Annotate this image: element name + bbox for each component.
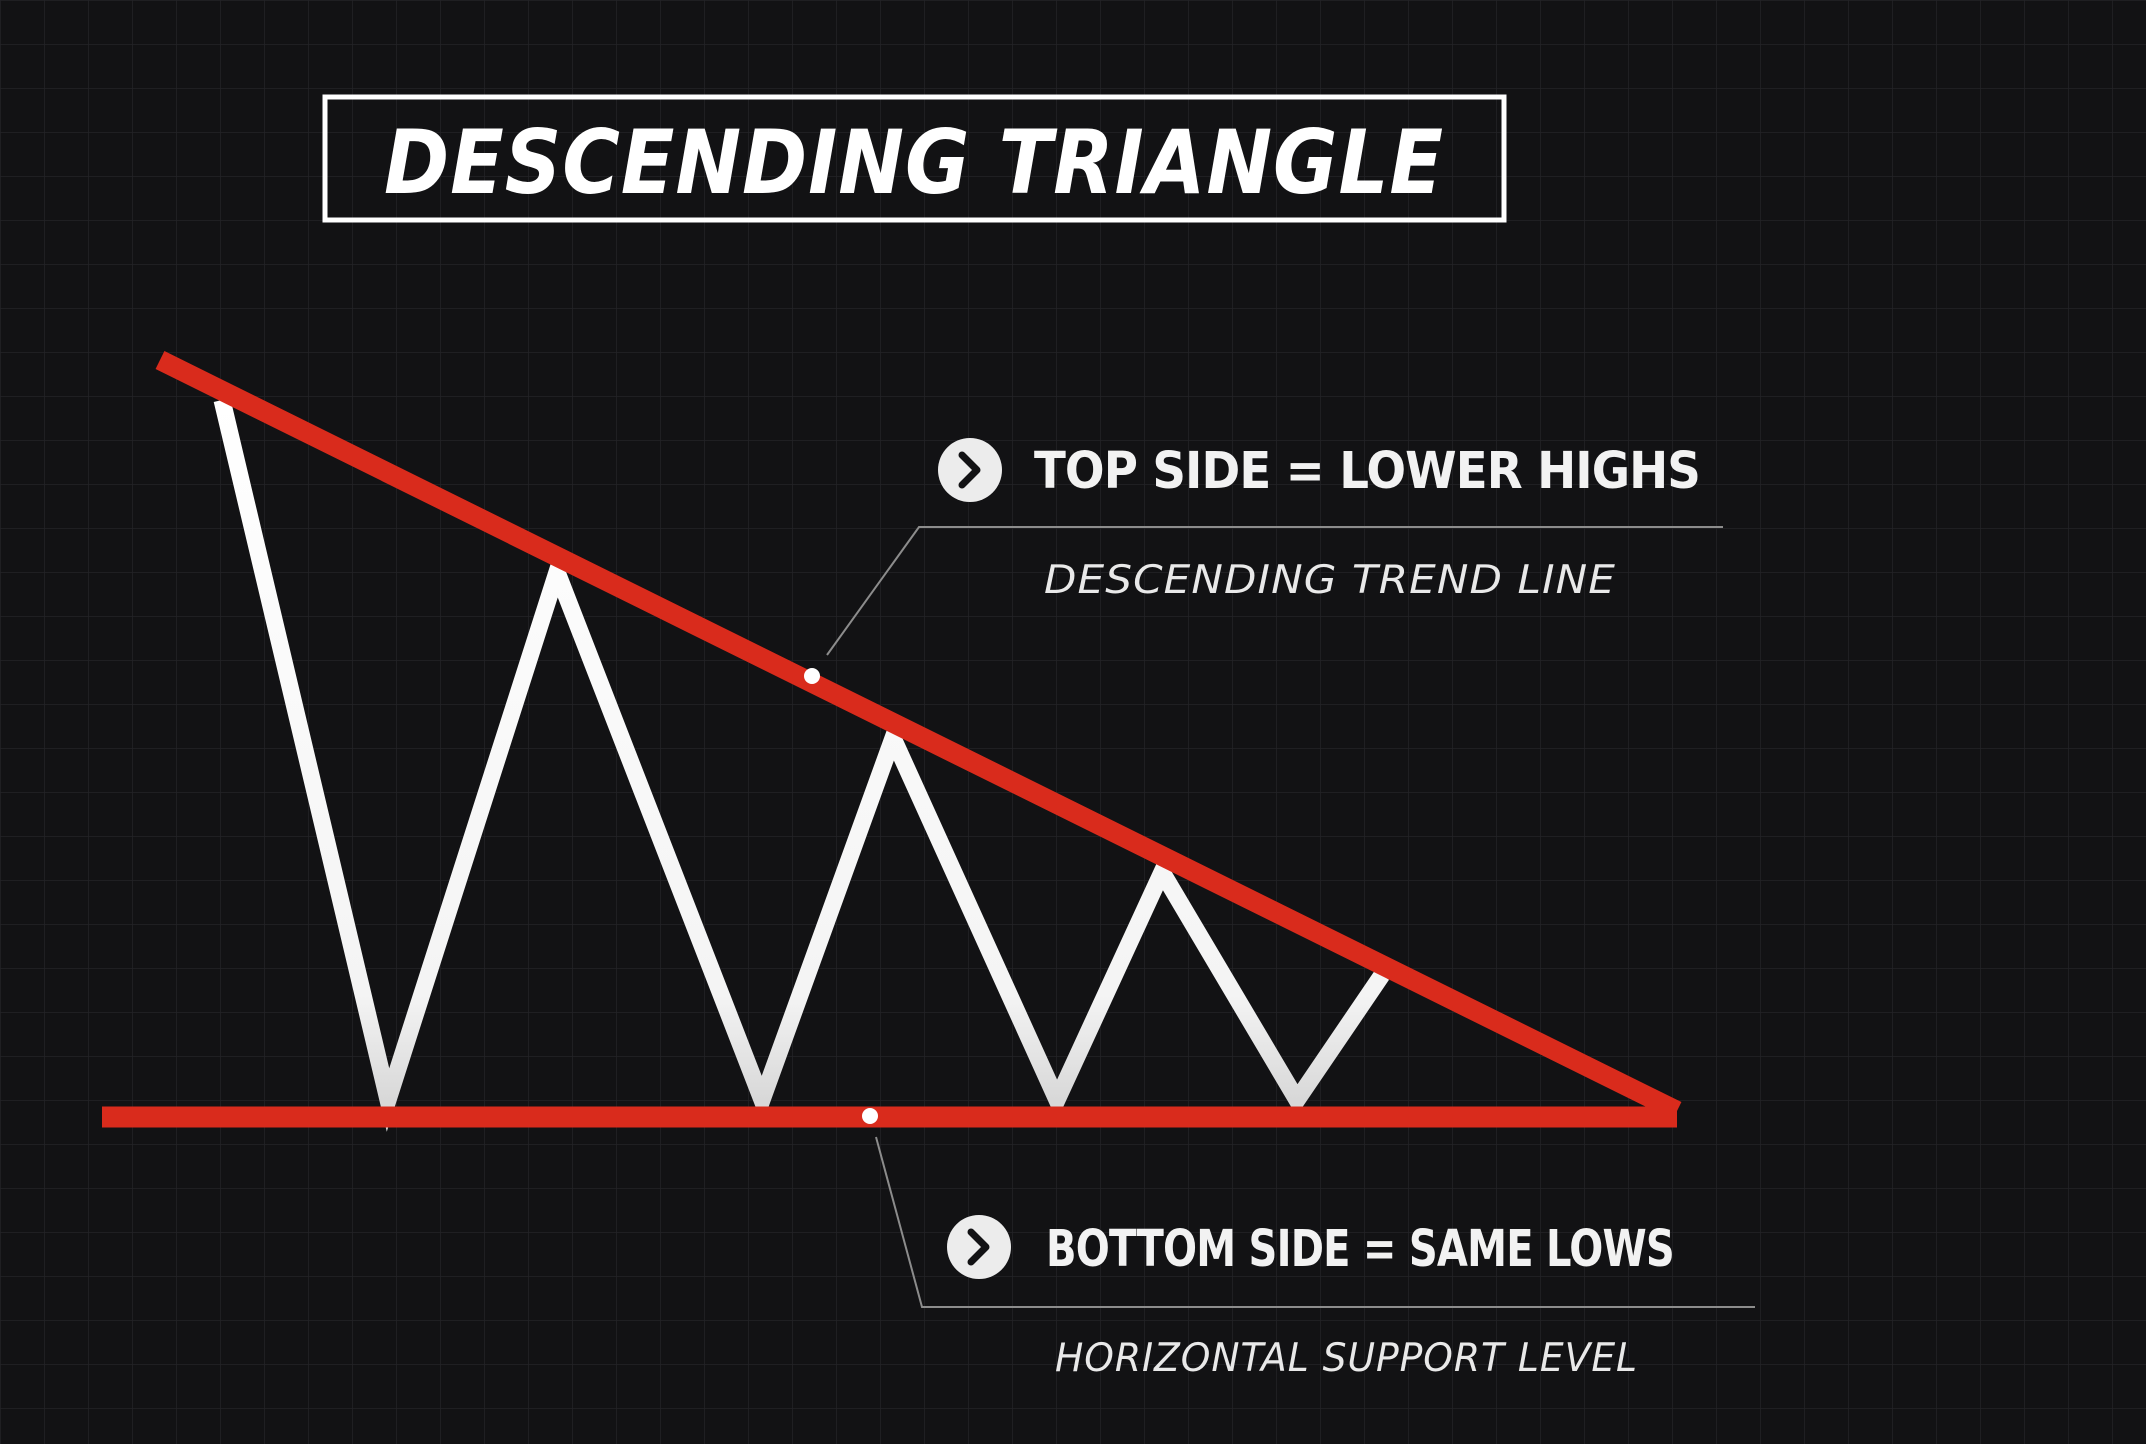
bottom-leader-anchor-dot	[862, 1108, 878, 1124]
top-leader-line	[826, 526, 1723, 656]
title-text: DESCENDING TRIANGLE	[384, 111, 1444, 214]
bottom-annotation-subheading: HORIZONTAL SUPPORT LEVEL	[1055, 1336, 1638, 1381]
chevron-right-icon	[947, 1215, 1011, 1279]
title-frame	[322, 94, 1507, 223]
top-annotation-subheading: DESCENDING TREND LINE	[1044, 558, 1616, 603]
bottom-callout-leader	[862, 1108, 1755, 1308]
descending-trend-line	[155, 351, 1682, 1120]
bottom-leader-line	[875, 1136, 1755, 1308]
price-action-line	[213, 398, 1390, 1132]
chevron-right-icon	[938, 438, 1002, 502]
top-annotation-heading: TOP SIDE = LOWER HIGHS	[1034, 442, 1700, 501]
bottom-annotation-heading: BOTTOM SIDE = SAME LOWS	[1046, 1220, 1674, 1279]
bottom-annotation: BOTTOM SIDE = SAME LOWS HORIZONTAL SUPPO…	[947, 1215, 1675, 1381]
top-annotation: TOP SIDE = LOWER HIGHS DESCENDING TREND …	[938, 438, 1701, 603]
top-callout-leader	[804, 526, 1723, 684]
title-box: DESCENDING TRIANGLE	[322, 94, 1507, 223]
top-leader-anchor-dot	[804, 668, 820, 684]
